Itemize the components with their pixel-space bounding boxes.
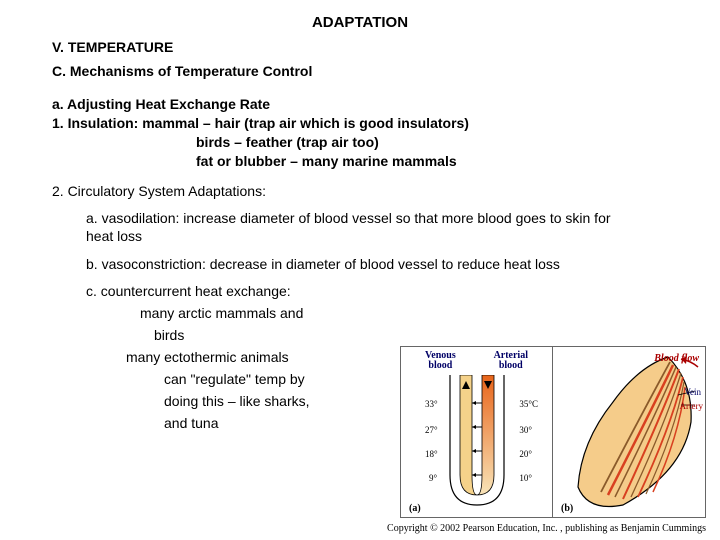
- temp-18: 18°: [425, 449, 438, 459]
- temp-9: 9°: [429, 473, 437, 483]
- insulation-line-3: fat or blubber – many marine mammals: [0, 152, 720, 171]
- temp-10: 10°: [519, 473, 532, 483]
- temp-33: 33°: [425, 399, 438, 409]
- panel-b-tag: (b): [561, 503, 573, 514]
- temp-30: 30°: [519, 425, 532, 435]
- item-a: a. Adjusting Heat Exchange Rate: [0, 95, 720, 114]
- temp-20: 20°: [519, 449, 532, 459]
- countercurrent-text: c. countercurrent heat exchange:: [0, 283, 720, 305]
- arterial-blood-label: Arterialblood: [494, 351, 528, 371]
- venous-blood-label: Venousblood: [425, 351, 456, 371]
- vasodilation-text: a. vasodilation: increase diameter of bl…: [0, 209, 640, 255]
- limb-diagram: [442, 375, 512, 511]
- circulatory-title: 2. Circulatory System Adaptations:: [0, 183, 720, 209]
- section-temperature: V. TEMPERATURE: [0, 39, 720, 63]
- vein-label: Vein: [685, 387, 702, 397]
- insulation-line-2: birds – feather (trap air too): [0, 133, 720, 152]
- panel-a-tag: (a): [409, 503, 421, 514]
- temp-27: 27°: [425, 425, 438, 435]
- bloodflow-label: Blood flow: [654, 353, 699, 364]
- temp-35c: 35°C: [519, 399, 538, 409]
- flipper-diagram: [553, 347, 705, 517]
- sub-line-1: many arctic mammals and: [0, 305, 720, 327]
- artery-label: Artery: [680, 401, 704, 411]
- figure-panel-a: Venousblood Arterialblood 33: [401, 347, 553, 517]
- figure-panel-b: Blood flow Vein Artery (b): [553, 347, 705, 517]
- page-title: ADAPTATION: [0, 0, 720, 39]
- countercurrent-figure: Venousblood Arterialblood 33: [400, 346, 706, 518]
- copyright-text: Copyright © 2002 Pearson Education, Inc.…: [387, 523, 706, 534]
- insulation-line-1: 1. Insulation: mammal – hair (trap air w…: [0, 114, 720, 133]
- vasoconstriction-text: b. vasoconstriction: decrease in diamete…: [0, 255, 640, 283]
- section-mechanisms: C. Mechanisms of Temperature Control: [0, 63, 720, 95]
